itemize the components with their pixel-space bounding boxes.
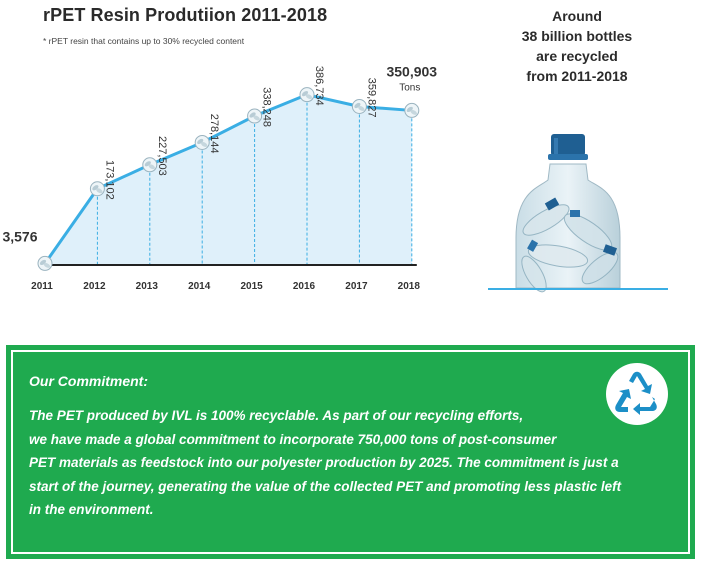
data-point-marker — [351, 99, 367, 115]
recycle-icon — [606, 363, 668, 425]
data-point-marker — [142, 157, 158, 173]
x-tick-label: 2013 — [136, 281, 159, 292]
production-chart: 3,576 173,102 227,503 278,144 338,248 386,734… — [2, 63, 437, 292]
commitment-line: PET materials as feedstock into our poly… — [29, 455, 619, 470]
x-tick-label: 2012 — [83, 281, 106, 292]
data-label: 386,734 — [313, 66, 325, 106]
x-tick-label: 2018 — [398, 281, 421, 292]
bottle-caption-line2: 38 billion bottles — [521, 28, 633, 44]
data-label: 359,827 — [365, 78, 377, 118]
data-point-marker — [299, 87, 315, 103]
data-point-marker — [89, 181, 105, 197]
data-label: 3,576 — [2, 228, 37, 244]
data-point-marker — [404, 102, 420, 118]
data-point-marker — [247, 108, 263, 124]
data-point-marker — [194, 134, 210, 150]
x-tick-label: 2011 — [31, 281, 53, 292]
commitment-line: start of the journey, generating the val… — [29, 478, 622, 494]
commitment-body: The PET produced by IVL is 100% recyclab… — [29, 404, 669, 522]
series-line — [43, 93, 412, 265]
recycled-bottles-in-bottle-icon — [488, 134, 668, 293]
chart-footnote: * rPET resin that contains up to 30% rec… — [43, 36, 245, 46]
bottle-caption-line1: Around — [552, 8, 602, 24]
bottle-caption-line4: from 2011-2018 — [526, 68, 628, 84]
commitment-panel: Our Commitment: The PET produced by IVL … — [6, 345, 695, 559]
commitment-line: we have made a global commitment to inco… — [29, 431, 557, 447]
bottle-caption: Around 38 billion bottles are recycled f… — [487, 6, 667, 86]
data-label: 227,503 — [156, 136, 168, 176]
x-tick-label: 2014 — [188, 281, 211, 292]
x-tick-label: 2015 — [240, 281, 263, 292]
unit-label: Tons — [399, 82, 420, 93]
chart-title: rPET Resin Produtiion 2011-2018 — [43, 5, 328, 25]
commitment-line: The PET produced by IVL is 100% recyclab… — [29, 408, 524, 423]
data-point-marker — [37, 255, 53, 271]
commitment-line: in the environment. — [29, 502, 154, 517]
data-label: 278,144 — [208, 114, 220, 154]
data-label: 350,903 — [386, 63, 437, 79]
bottle-caption-line3: are recycled — [536, 48, 618, 64]
commitment-border — [11, 350, 690, 554]
commitment-heading: Our Commitment: — [29, 373, 148, 389]
data-label: 338,248 — [261, 87, 273, 127]
x-tick-label: 2016 — [293, 281, 316, 292]
x-tick-label: 2017 — [345, 281, 368, 292]
data-label: 173,102 — [103, 160, 115, 200]
area-fill — [45, 94, 412, 265]
